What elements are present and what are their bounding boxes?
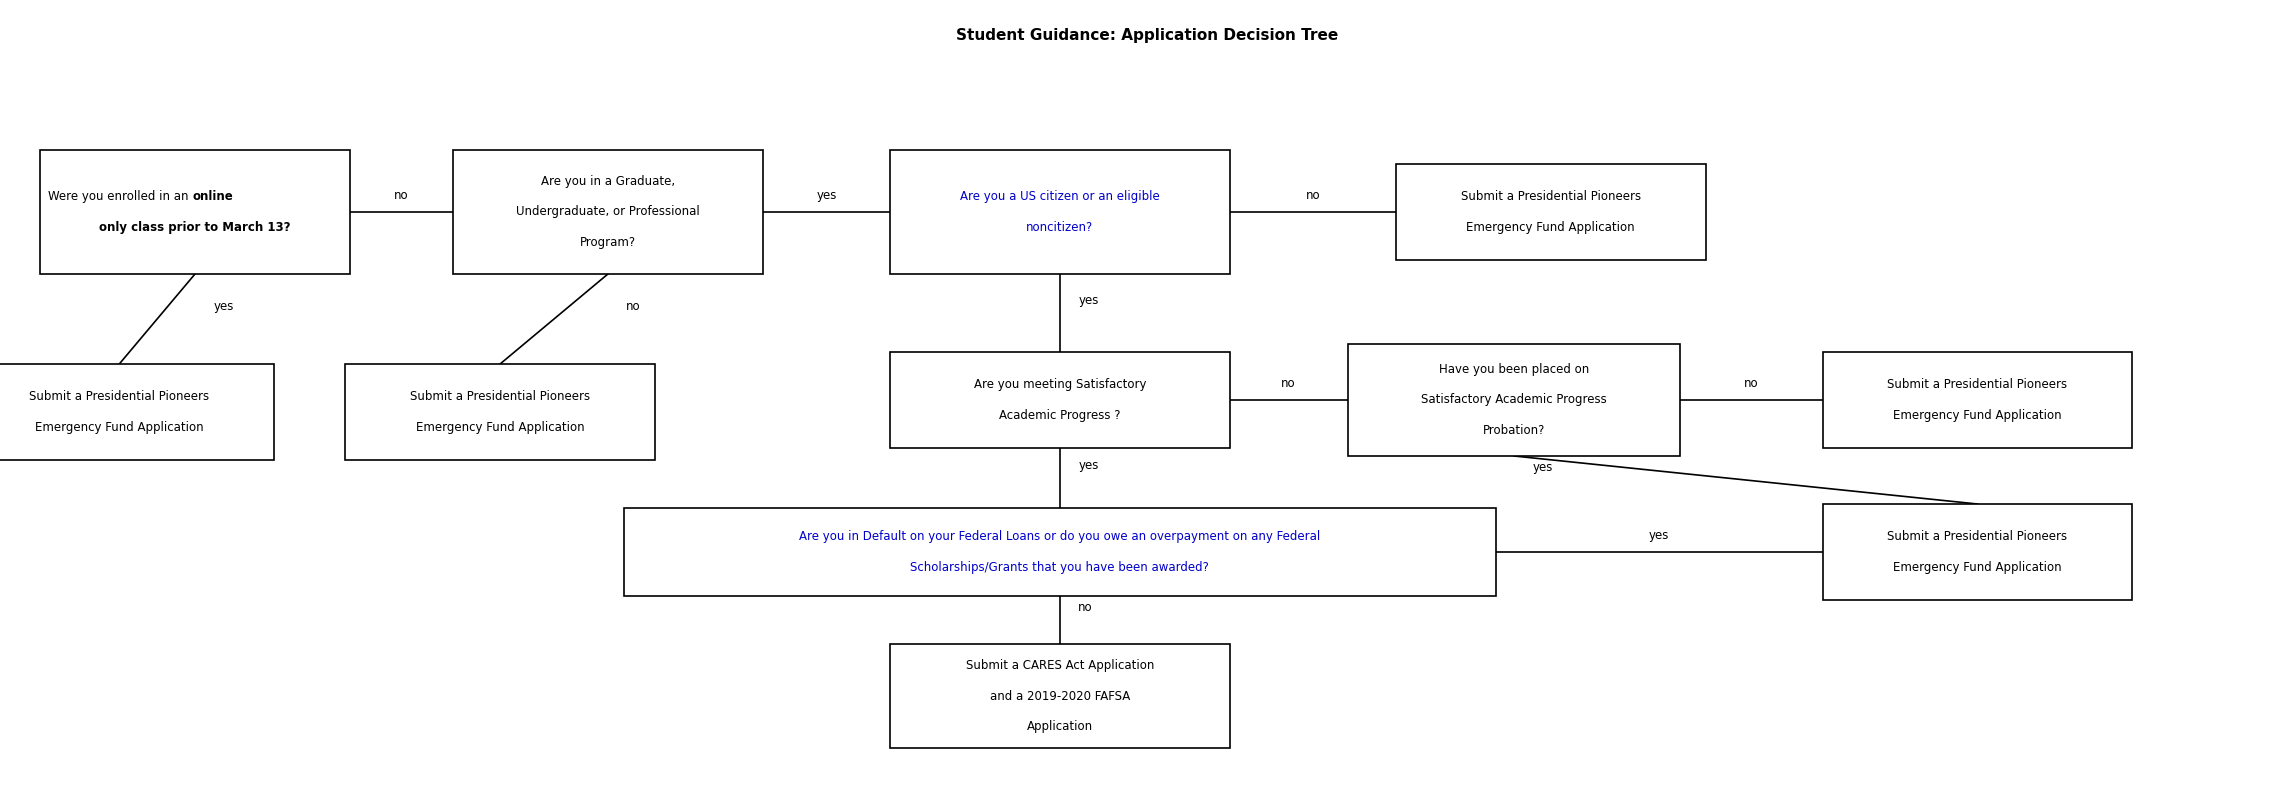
Text: yes: yes bbox=[817, 190, 837, 202]
Text: Submit a Presidential Pioneers: Submit a Presidential Pioneers bbox=[30, 390, 209, 403]
Text: noncitizen?: noncitizen? bbox=[1025, 221, 1094, 234]
Text: Have you been placed on: Have you been placed on bbox=[1438, 363, 1590, 376]
Text: yes: yes bbox=[1078, 294, 1099, 306]
FancyBboxPatch shape bbox=[1395, 164, 1707, 260]
Text: yes: yes bbox=[213, 300, 234, 313]
Text: Emergency Fund Application: Emergency Fund Application bbox=[1893, 409, 2062, 422]
Text: Emergency Fund Application: Emergency Fund Application bbox=[34, 421, 204, 434]
Text: Emergency Fund Application: Emergency Fund Application bbox=[415, 421, 585, 434]
Text: no: no bbox=[1078, 601, 1092, 614]
Text: Are you a US citizen or an eligible: Are you a US citizen or an eligible bbox=[959, 190, 1161, 203]
Text: Are you in a Graduate,: Are you in a Graduate, bbox=[541, 175, 674, 188]
Text: no: no bbox=[1305, 190, 1319, 202]
Text: Application: Application bbox=[1028, 720, 1092, 733]
Text: Program?: Program? bbox=[580, 236, 635, 249]
FancyBboxPatch shape bbox=[346, 364, 656, 460]
Text: Submit a Presidential Pioneers: Submit a Presidential Pioneers bbox=[411, 390, 590, 403]
FancyBboxPatch shape bbox=[454, 150, 762, 274]
FancyBboxPatch shape bbox=[890, 150, 1230, 274]
Text: Submit a Presidential Pioneers: Submit a Presidential Pioneers bbox=[1888, 378, 2067, 391]
FancyBboxPatch shape bbox=[1821, 504, 2133, 600]
Text: Are you in Default on your Federal Loans or do you owe an overpayment on any Fed: Are you in Default on your Federal Loans… bbox=[798, 530, 1321, 543]
FancyBboxPatch shape bbox=[1349, 344, 1679, 456]
Text: yes: yes bbox=[1532, 461, 1553, 474]
Text: only class prior to March 13?: only class prior to March 13? bbox=[99, 221, 291, 234]
Text: online: online bbox=[193, 190, 234, 203]
FancyBboxPatch shape bbox=[1821, 352, 2133, 448]
Text: Scholarships/Grants that you have been awarded?: Scholarships/Grants that you have been a… bbox=[911, 561, 1209, 574]
FancyBboxPatch shape bbox=[0, 364, 275, 460]
Text: Academic Progress ?: Academic Progress ? bbox=[1000, 409, 1119, 422]
Text: no: no bbox=[1743, 378, 1759, 390]
FancyBboxPatch shape bbox=[624, 508, 1496, 596]
Text: Submit a CARES Act Application: Submit a CARES Act Application bbox=[966, 659, 1154, 672]
Text: and a 2019-2020 FAFSA: and a 2019-2020 FAFSA bbox=[989, 690, 1131, 702]
Text: yes: yes bbox=[1078, 458, 1099, 472]
Text: Student Guidance: Application Decision Tree: Student Guidance: Application Decision T… bbox=[957, 28, 1337, 43]
Text: Undergraduate, or Professional: Undergraduate, or Professional bbox=[516, 206, 700, 218]
Text: Emergency Fund Application: Emergency Fund Application bbox=[1893, 561, 2062, 574]
FancyBboxPatch shape bbox=[890, 644, 1230, 748]
Text: Satisfactory Academic Progress: Satisfactory Academic Progress bbox=[1422, 394, 1606, 406]
FancyBboxPatch shape bbox=[890, 352, 1230, 448]
Text: Were you enrolled in an: Were you enrolled in an bbox=[48, 190, 193, 203]
FancyBboxPatch shape bbox=[41, 150, 351, 274]
Text: no: no bbox=[626, 300, 640, 313]
Text: Emergency Fund Application: Emergency Fund Application bbox=[1466, 221, 1636, 234]
Text: no: no bbox=[395, 190, 408, 202]
Text: yes: yes bbox=[1649, 530, 1670, 542]
Text: no: no bbox=[1282, 378, 1296, 390]
Text: Submit a Presidential Pioneers: Submit a Presidential Pioneers bbox=[1461, 190, 1640, 203]
Text: Are you meeting Satisfactory: Are you meeting Satisfactory bbox=[973, 378, 1147, 391]
Text: Probation?: Probation? bbox=[1482, 424, 1546, 437]
Text: Submit a Presidential Pioneers: Submit a Presidential Pioneers bbox=[1888, 530, 2067, 543]
